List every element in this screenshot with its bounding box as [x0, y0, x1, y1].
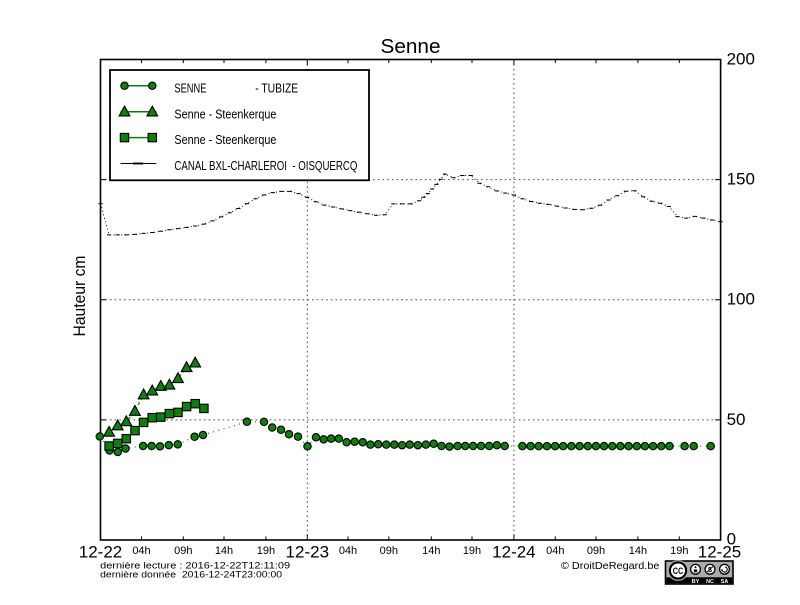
- svg-text:0: 0: [727, 530, 736, 549]
- svg-text:12-25: 12-25: [698, 543, 741, 562]
- svg-text:CANAL BXL-CHARLEROI - OISQUER: CANAL BXL-CHARLEROI - OISQUERCQ: [174, 159, 357, 173]
- svg-text:© DroitDeRegard.be: © DroitDeRegard.be: [561, 560, 660, 572]
- svg-text:04h: 04h: [339, 545, 357, 557]
- svg-text:Senne - Steenkerque: Senne - Steenkerque: [174, 133, 276, 147]
- svg-text:NC: NC: [706, 579, 714, 585]
- svg-text:BY: BY: [692, 579, 700, 585]
- svg-text:dernière lecture : 2016-12-22T: dernière lecture : 2016-12-22T12:11:09: [100, 561, 290, 571]
- svg-text:Hauteur cm: Hauteur cm: [70, 256, 89, 337]
- svg-text:12-24: 12-24: [492, 543, 535, 562]
- svg-text:09h: 09h: [587, 545, 605, 557]
- svg-text:Senne - Steenkerque: Senne - Steenkerque: [174, 107, 276, 121]
- svg-text:09h: 09h: [380, 545, 398, 557]
- svg-text:100: 100: [727, 290, 755, 309]
- svg-text:19h: 19h: [670, 545, 688, 557]
- svg-text:14h: 14h: [215, 545, 233, 557]
- svg-text:19h: 19h: [463, 545, 481, 557]
- svg-text:04h: 04h: [132, 545, 150, 557]
- svg-text:CC: CC: [673, 566, 684, 576]
- svg-text:- TUBIZE: - TUBIZE: [255, 81, 298, 95]
- svg-text:dernière donnée 2016-12-24T23: dernière donnée 2016-12-24T23:00:00: [100, 569, 282, 579]
- svg-text:150: 150: [727, 170, 755, 189]
- svg-text:SA: SA: [721, 579, 729, 585]
- svg-text:SENNE: SENNE: [174, 81, 206, 95]
- svg-text:50: 50: [727, 410, 746, 429]
- svg-text:Senne: Senne: [381, 36, 441, 58]
- svg-text:14h: 14h: [422, 545, 440, 557]
- svg-text:200: 200: [727, 50, 755, 69]
- svg-text:12-23: 12-23: [286, 543, 329, 562]
- svg-text:12-22: 12-22: [79, 543, 122, 562]
- svg-text:09h: 09h: [174, 545, 192, 557]
- svg-text:$: $: [708, 567, 712, 574]
- svg-text:14h: 14h: [629, 545, 647, 557]
- svg-text:04h: 04h: [546, 545, 564, 557]
- svg-text:19h: 19h: [257, 545, 275, 557]
